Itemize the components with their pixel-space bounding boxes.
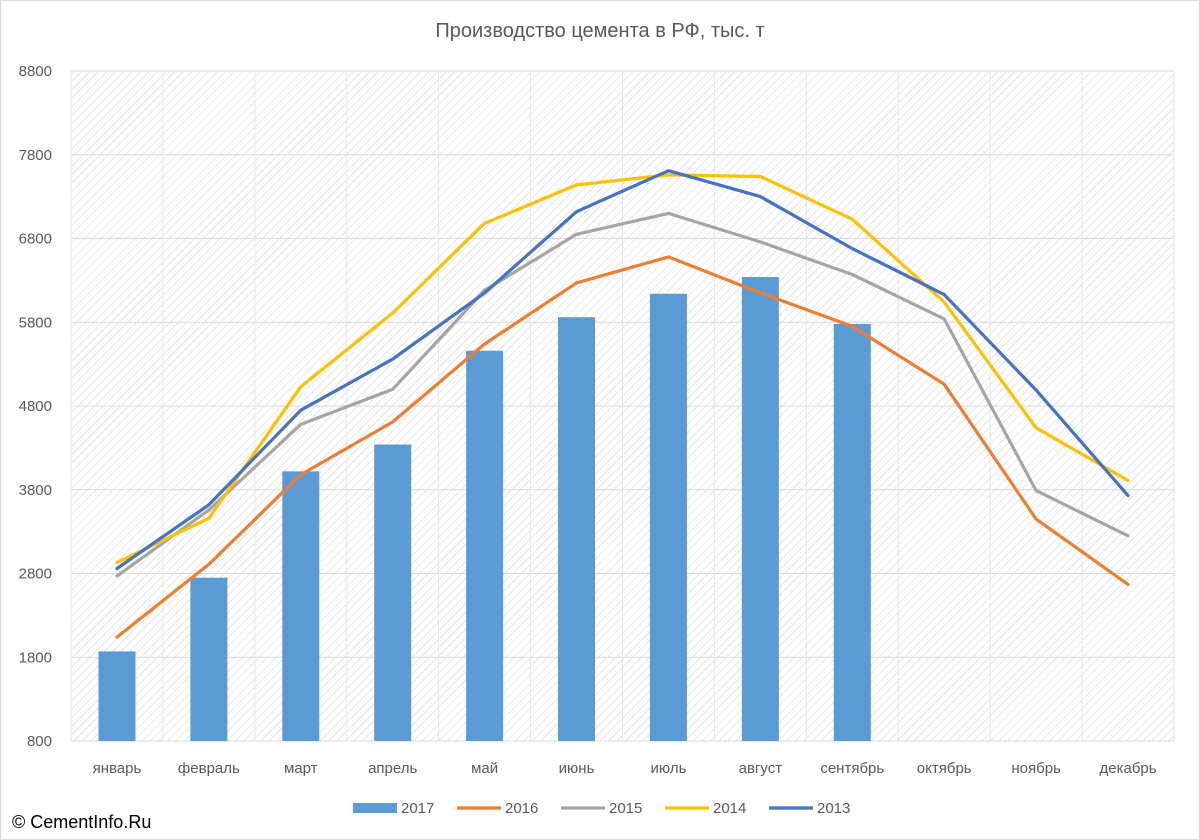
bar-2017-июнь [558, 317, 596, 741]
bar-2017-февраль [190, 577, 228, 741]
copyright-text: © CementInfo.Ru [12, 812, 152, 832]
x-axis-ticks: январь февраль март апрель май июнь июль август… [93, 760, 1157, 777]
x-tick-label: январь [93, 760, 142, 777]
x-tick-label: август [739, 760, 783, 777]
legend-label-2015: 2015 [609, 800, 642, 817]
y-tick-label: 5800 [19, 314, 52, 331]
y-tick-label: 8800 [19, 63, 52, 80]
x-tick-label: июль [651, 760, 687, 777]
x-tick-label: сентябрь [820, 760, 884, 777]
x-tick-label: март [284, 760, 318, 777]
chart-title: Производство цемента в РФ, тыс. т [435, 20, 765, 42]
bar-2017-июль [649, 293, 687, 741]
y-tick-label: 800 [27, 733, 52, 750]
legend-label-2016: 2016 [505, 800, 538, 817]
y-tick-label: 3800 [19, 482, 52, 499]
y-tick-label: 7800 [19, 147, 52, 164]
line-series-2013 [115, 169, 1130, 571]
x-tick-label: июнь [559, 760, 595, 777]
line-series-2014 [115, 173, 1130, 565]
legend-label-2014: 2014 [713, 800, 746, 817]
bar-2017-январь [98, 651, 136, 741]
bar-2017-март [282, 471, 320, 741]
legend-swatch-2017 [353, 803, 397, 813]
x-tick-label: апрель [368, 760, 417, 777]
x-tick-label: декабрь [1100, 760, 1157, 777]
y-tick-label: 1800 [19, 649, 52, 666]
legend-label-2013: 2013 [817, 800, 850, 817]
line-series-2016 [115, 255, 1130, 639]
y-tick-label: 4800 [19, 398, 52, 415]
bar-2017-май [466, 350, 504, 741]
y-tick-label: 6800 [19, 231, 52, 248]
y-tick-label: 2800 [19, 566, 52, 583]
bar-2017-сентябрь [833, 323, 871, 741]
bar-series [98, 277, 871, 741]
x-tick-label: февраль [178, 760, 240, 777]
line-series [115, 169, 1130, 639]
x-tick-label: май [471, 760, 498, 777]
x-tick-label: октябрь [917, 760, 972, 777]
legend: 2017 2016 2015 2014 2013 [353, 800, 850, 817]
bar-2017-август [741, 277, 779, 741]
x-tick-label: ноябрь [1011, 760, 1061, 777]
legend-label-2017: 2017 [401, 800, 434, 817]
y-axis-ticks: 800 1800 2800 3800 4800 5800 6800 7800 8800 [19, 63, 52, 750]
bar-2017-апрель [374, 444, 412, 741]
line-series-2015 [115, 211, 1130, 578]
